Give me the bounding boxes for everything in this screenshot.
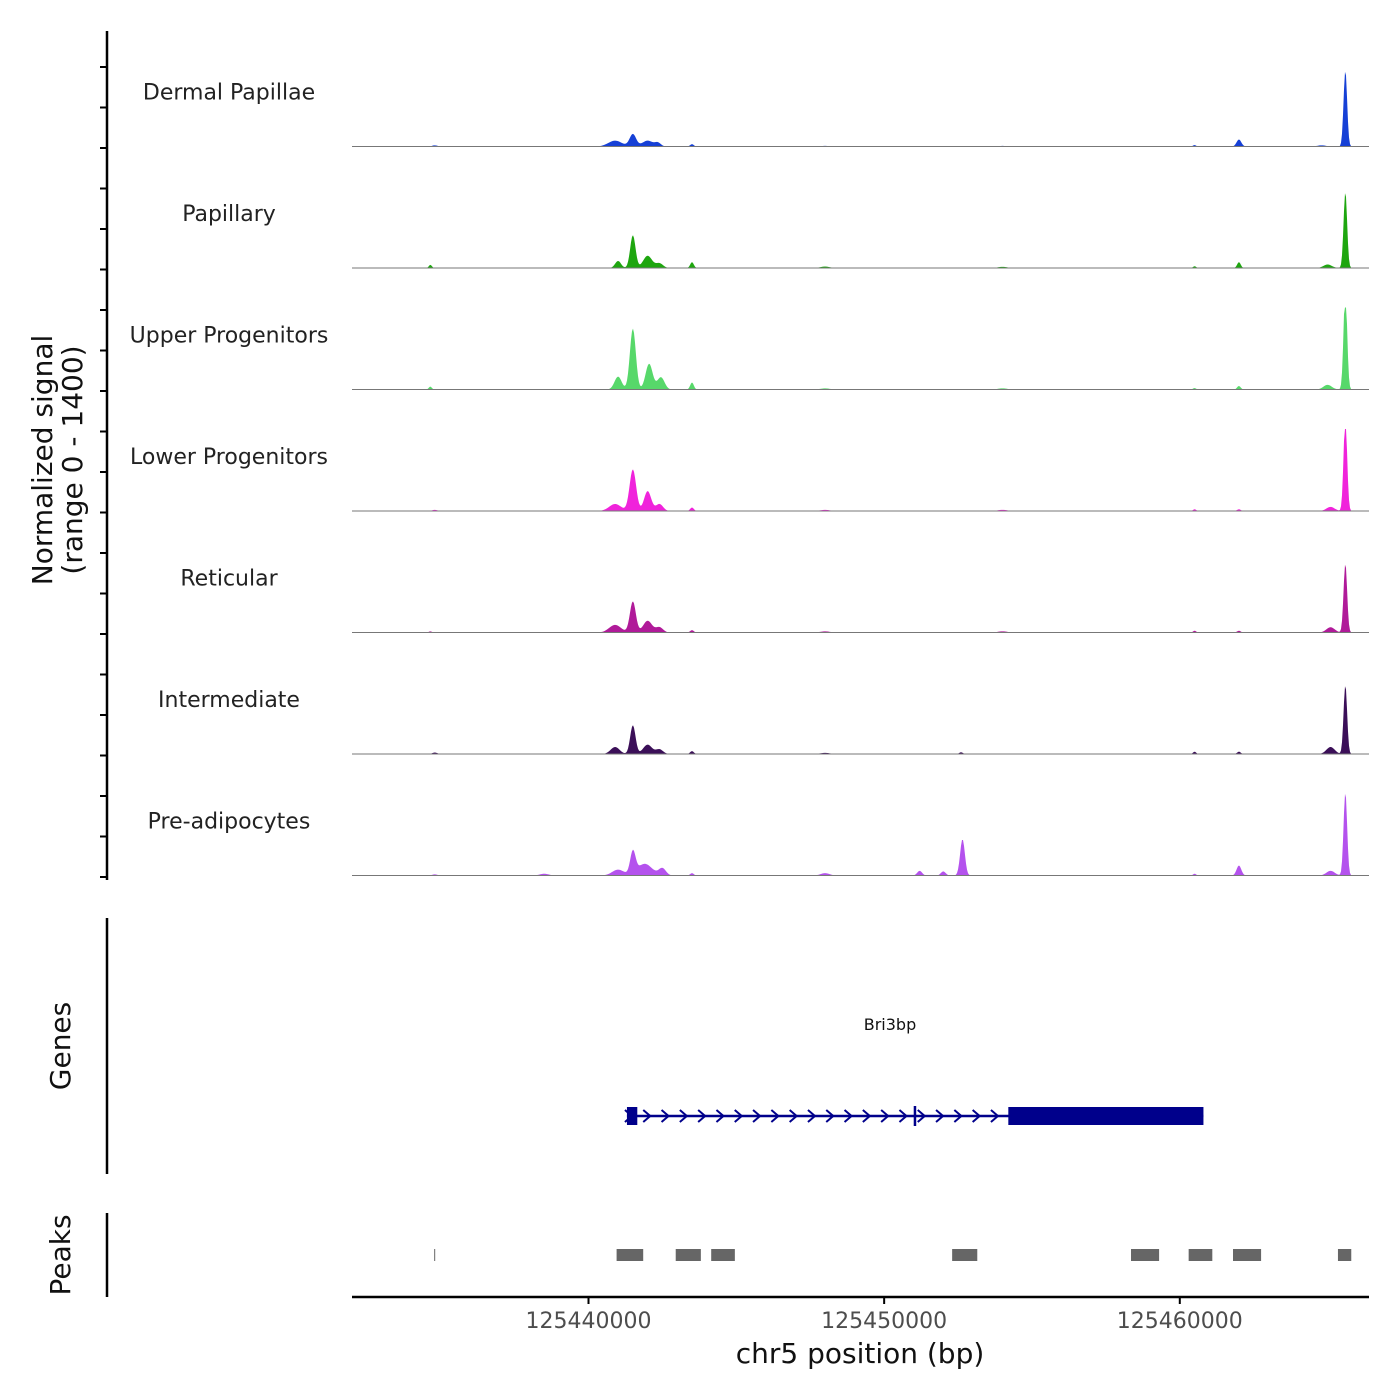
strand-arrow	[715, 1109, 725, 1123]
track-label: Upper Progenitors	[130, 324, 329, 349]
strand-arrow	[642, 1109, 652, 1123]
strand-arrow	[935, 1109, 945, 1123]
gene-name-label: Bri3bp	[864, 1015, 917, 1034]
peak-region	[434, 1249, 436, 1261]
track-label: Papillary	[182, 202, 276, 227]
coverage-area	[352, 686, 1369, 754]
x-axis-title: chr5 position (bp)	[736, 1337, 985, 1370]
peak-region	[675, 1249, 701, 1261]
strand-arrow	[990, 1109, 1000, 1123]
gene-models: Bri3bp	[624, 1015, 1204, 1126]
coverage-track-1: Papillary	[182, 193, 1369, 269]
strand-arrow	[660, 1109, 671, 1123]
coverage-track-0: Dermal Papillae	[143, 71, 1369, 147]
x-tick-label: 125460000	[1117, 1309, 1243, 1334]
peak-region	[952, 1249, 978, 1261]
peaks-track-title: Peaks	[44, 1214, 77, 1295]
coverage-area	[352, 193, 1369, 268]
strand-arrow	[752, 1109, 762, 1123]
coverage-area	[352, 71, 1369, 147]
x-axis-ticks: 125440000 125450000 125460000	[526, 1297, 1243, 1334]
track-label: Pre-adipocytes	[148, 810, 311, 835]
strand-arrow	[788, 1109, 799, 1123]
x-tick-label: 125440000	[526, 1309, 652, 1334]
coverage-area	[352, 793, 1369, 876]
peak-region	[1188, 1249, 1213, 1261]
coverage-area	[352, 429, 1369, 511]
x-tick-label: 125450000	[821, 1309, 947, 1334]
coverage-track-2: Upper Progenitors	[130, 307, 1369, 390]
coverage-area	[352, 307, 1369, 390]
coverage-track-3: Lower Progenitors	[130, 429, 1369, 512]
peak-regions	[434, 1249, 1352, 1261]
coverage-area	[352, 564, 1369, 633]
strand-arrow	[953, 1109, 963, 1123]
track-label: Reticular	[180, 567, 278, 592]
peak-region	[711, 1249, 735, 1261]
gene-exon	[1008, 1107, 1204, 1125]
coverage-track-5: Intermediate	[158, 686, 1369, 755]
gene-model: Bri3bp	[624, 1015, 1204, 1126]
track-label: Intermediate	[158, 688, 300, 713]
strand-arrow	[843, 1109, 854, 1123]
strand-arrow	[880, 1109, 890, 1123]
track-label: Dermal Papillae	[143, 81, 315, 106]
strand-arrow	[770, 1109, 780, 1123]
strand-arrow	[807, 1109, 817, 1123]
strand-arrow	[697, 1109, 707, 1123]
peak-region	[616, 1249, 644, 1261]
strand-arrow	[679, 1109, 689, 1123]
coverage-tracks: Dermal Papillae Papillary Upper Progenitor…	[130, 71, 1369, 876]
coverage-track-4: Reticular	[180, 564, 1369, 633]
genes-track-title: Genes	[44, 1002, 77, 1090]
strand-arrow	[971, 1109, 982, 1123]
gene-exon	[626, 1107, 638, 1125]
strand-arrow	[898, 1109, 908, 1123]
y-axis-range: (range 0 - 1400)	[56, 345, 89, 574]
strand-arrow	[862, 1109, 872, 1123]
y-axis-title: Normalized signal	[26, 335, 59, 586]
peak-region	[1337, 1249, 1352, 1261]
gene-exon	[913, 1106, 917, 1126]
track-label: Lower Progenitors	[130, 445, 328, 470]
strand-arrow	[825, 1109, 835, 1123]
peak-region	[1233, 1249, 1262, 1261]
strand-arrow	[734, 1109, 744, 1123]
strand-arrow	[917, 1109, 927, 1123]
coverage-y-ticks	[100, 66, 107, 878]
coverage-track-6: Pre-adipocytes	[148, 793, 1369, 876]
peak-region	[1131, 1249, 1160, 1261]
